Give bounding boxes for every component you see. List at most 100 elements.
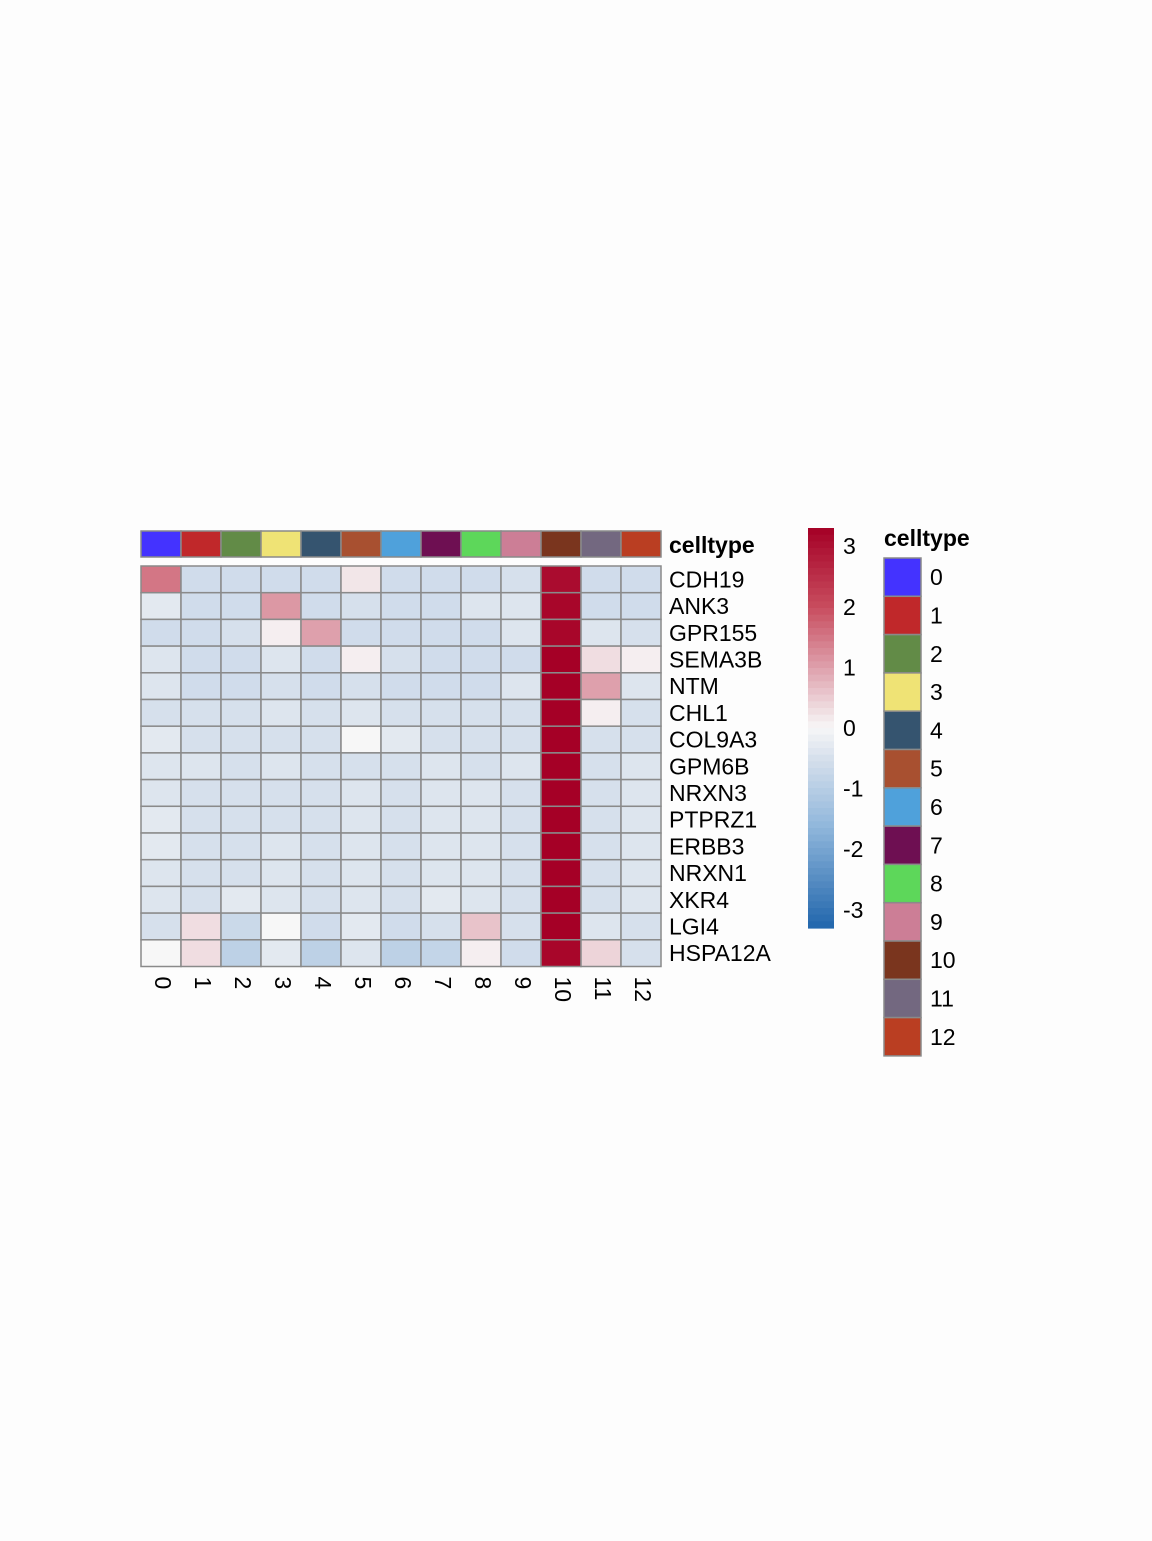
heatmap-cell [380,832,422,861]
row-label: NTM [669,673,719,699]
column-label: 5 [350,977,376,990]
heatmap-cell [340,832,382,861]
heatmap-cell [260,565,302,594]
heatmap-cell [220,805,262,834]
colorbar-tick-label: 1 [843,654,856,680]
row-label: SEMA3B [669,646,762,672]
heatmap-cell [180,672,222,701]
heatmap-cell [380,618,422,647]
colorbar-segment [808,594,834,602]
heatmap-cell [460,752,502,781]
heatmap-cell [620,698,662,727]
heatmap-cell [540,912,582,941]
heatmap-cell [380,672,422,701]
colorbar-segment [808,841,834,849]
heatmap-cell [140,618,182,647]
heatmap-cell [300,672,342,701]
column-label: 1 [190,977,216,990]
colorbar-segment [808,721,834,729]
heatmap-cell [620,752,662,781]
colorbar-segment [808,894,834,902]
colorbar-segment [808,834,834,842]
column-label: 4 [310,977,336,990]
heatmap-cell [140,885,182,914]
heatmap-cell [500,591,542,621]
heatmap-cell [620,672,662,701]
heatmap-cell [340,858,382,888]
colorbar-segment [808,574,834,582]
colorbar-segment [808,568,834,576]
colorbar-segment [808,808,834,816]
annotation-cell [580,530,622,558]
heatmap-cell [460,725,502,754]
heatmap-cell [380,725,422,754]
heatmap-cell [260,698,302,727]
heatmap-cell [300,752,342,781]
column-label: 8 [470,977,496,990]
legend-label: 8 [930,871,943,897]
colorbar-segment [808,861,834,869]
colorbar-segment [808,908,834,916]
colorbar-segment [808,608,834,616]
heatmap-cell [420,672,462,701]
column-label: 11 [590,977,616,1001]
column-label: 2 [230,977,256,990]
colorbar-segment [808,541,834,549]
legend-swatch [883,825,922,866]
heatmap-cell [540,672,582,701]
heatmap-cell [460,858,502,888]
heatmap-cell [580,591,622,621]
heatmap-cell [620,805,662,834]
heatmap-cell [140,672,182,701]
heatmap-cell [300,618,342,647]
heatmap-cell [420,858,462,888]
heatmap-cell [220,885,262,914]
heatmap-cell [300,939,342,968]
colorbar-tick-label: 3 [843,533,856,559]
column-label: 0 [150,977,176,990]
row-label: GPR155 [669,620,757,646]
colorbar-segment [808,581,834,589]
heatmap-cell [620,885,662,914]
heatmap-cell [180,805,222,834]
legend-label: 6 [930,794,943,820]
heatmap-cell [140,725,182,754]
heatmap-cell [620,618,662,647]
heatmap-cell [460,778,502,808]
colorbar-segment [808,621,834,629]
heatmap-cell [540,752,582,781]
heatmap-cell [220,645,262,674]
legend-swatch [883,710,922,751]
heatmap-cell [540,698,582,727]
heatmap-cell [460,672,502,701]
annotation-cell [620,530,662,558]
colorbar-segment [808,881,834,889]
heatmap-cell [500,672,542,701]
colorbar-segment [808,828,834,836]
annotation-cell [300,530,342,558]
annotation-cell [500,530,542,558]
heatmap-cell [380,912,422,941]
annotation-cell [380,530,422,558]
annotation-cell [420,530,462,558]
heatmap-cell [460,645,502,674]
heatmap-cell [220,725,262,754]
heatmap-cell [420,645,462,674]
row-label: ERBB3 [669,833,744,859]
heatmap-cell [540,565,582,594]
legend-label: 3 [930,679,943,705]
heatmap-cell [580,618,622,647]
heatmap-cell [580,939,622,968]
row-label: CDH19 [669,566,744,592]
colorbar-segment [808,554,834,562]
colorbar-segment [808,761,834,769]
legend-swatch [883,672,922,712]
colorbar-tick-label: -1 [843,776,863,802]
heatmap-cell [380,939,422,968]
heatmap-cell [500,645,542,674]
heatmap-cell [620,591,662,621]
legend-label: 10 [930,947,956,973]
heatmap-cell [140,565,182,594]
heatmap-cell [500,698,542,727]
